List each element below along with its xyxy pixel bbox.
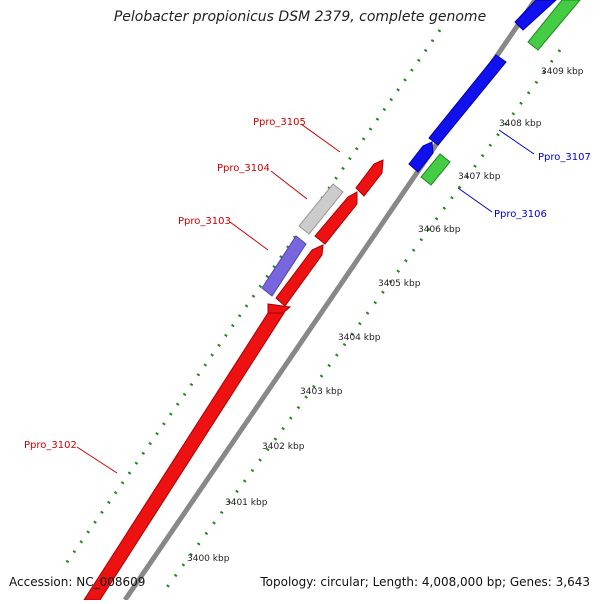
- gene-ppro-3105[interactable]: [355, 159, 384, 197]
- feature-grey: [298, 183, 344, 235]
- feature-purple: [261, 235, 307, 297]
- tick-label: 3401 kbp: [225, 498, 268, 508]
- gene-ppro-3106-blue[interactable]: [408, 141, 434, 173]
- tick-label: 3405 kbp: [378, 279, 421, 289]
- leader-ppro-3102: [76, 446, 118, 474]
- gene-ppro-3102-head[interactable]: [267, 303, 292, 314]
- tick-label: 3400 kbp: [187, 554, 230, 564]
- leader-ppro-3103: [229, 221, 269, 251]
- gene-ppro-3103[interactable]: [275, 244, 324, 307]
- label-ppro-3106: Ppro_3106: [494, 209, 547, 220]
- outer-tick-track: [63, 29, 442, 566]
- leader-ppro-3107: [498, 129, 535, 155]
- feature-green-3106: [420, 153, 451, 186]
- tick-label: 3404 kbp: [338, 333, 381, 343]
- tick-label: 3408 kbp: [499, 119, 542, 129]
- tick-label: 3407 kbp: [458, 172, 501, 182]
- map-title: Pelobacter propionicus DSM 2379, complet…: [113, 9, 487, 25]
- gene-ppro-3104[interactable]: [314, 191, 358, 245]
- gene-ppro-3108[interactable]: [514, 0, 557, 31]
- label-ppro-3105: Ppro_3105: [253, 117, 306, 128]
- leader-ppro-3106: [457, 187, 493, 213]
- label-ppro-3102: Ppro_3102: [24, 440, 77, 451]
- accession-text: Accession: NC_008609: [9, 575, 146, 589]
- label-ppro-3104: Ppro_3104: [217, 163, 270, 174]
- tick-label: 3402 kbp: [262, 442, 305, 452]
- genome-summary: Topology: circular; Length: 4,008,000 bp…: [260, 575, 590, 589]
- tick-label: 3406 kbp: [418, 225, 461, 235]
- label-ppro-3107: Ppro_3107: [538, 152, 591, 163]
- tick-label: 3403 kbp: [300, 387, 343, 397]
- label-ppro-3103: Ppro_3103: [178, 216, 231, 227]
- tick-label: 3409 kbp: [541, 67, 584, 77]
- gene-ppro-3102[interactable]: [83, 312, 285, 601]
- leader-ppro-3105: [300, 123, 341, 153]
- feature-green-top: [527, 0, 581, 51]
- leader-ppro-3104: [270, 170, 308, 200]
- gene-ppro-3107[interactable]: [428, 54, 507, 146]
